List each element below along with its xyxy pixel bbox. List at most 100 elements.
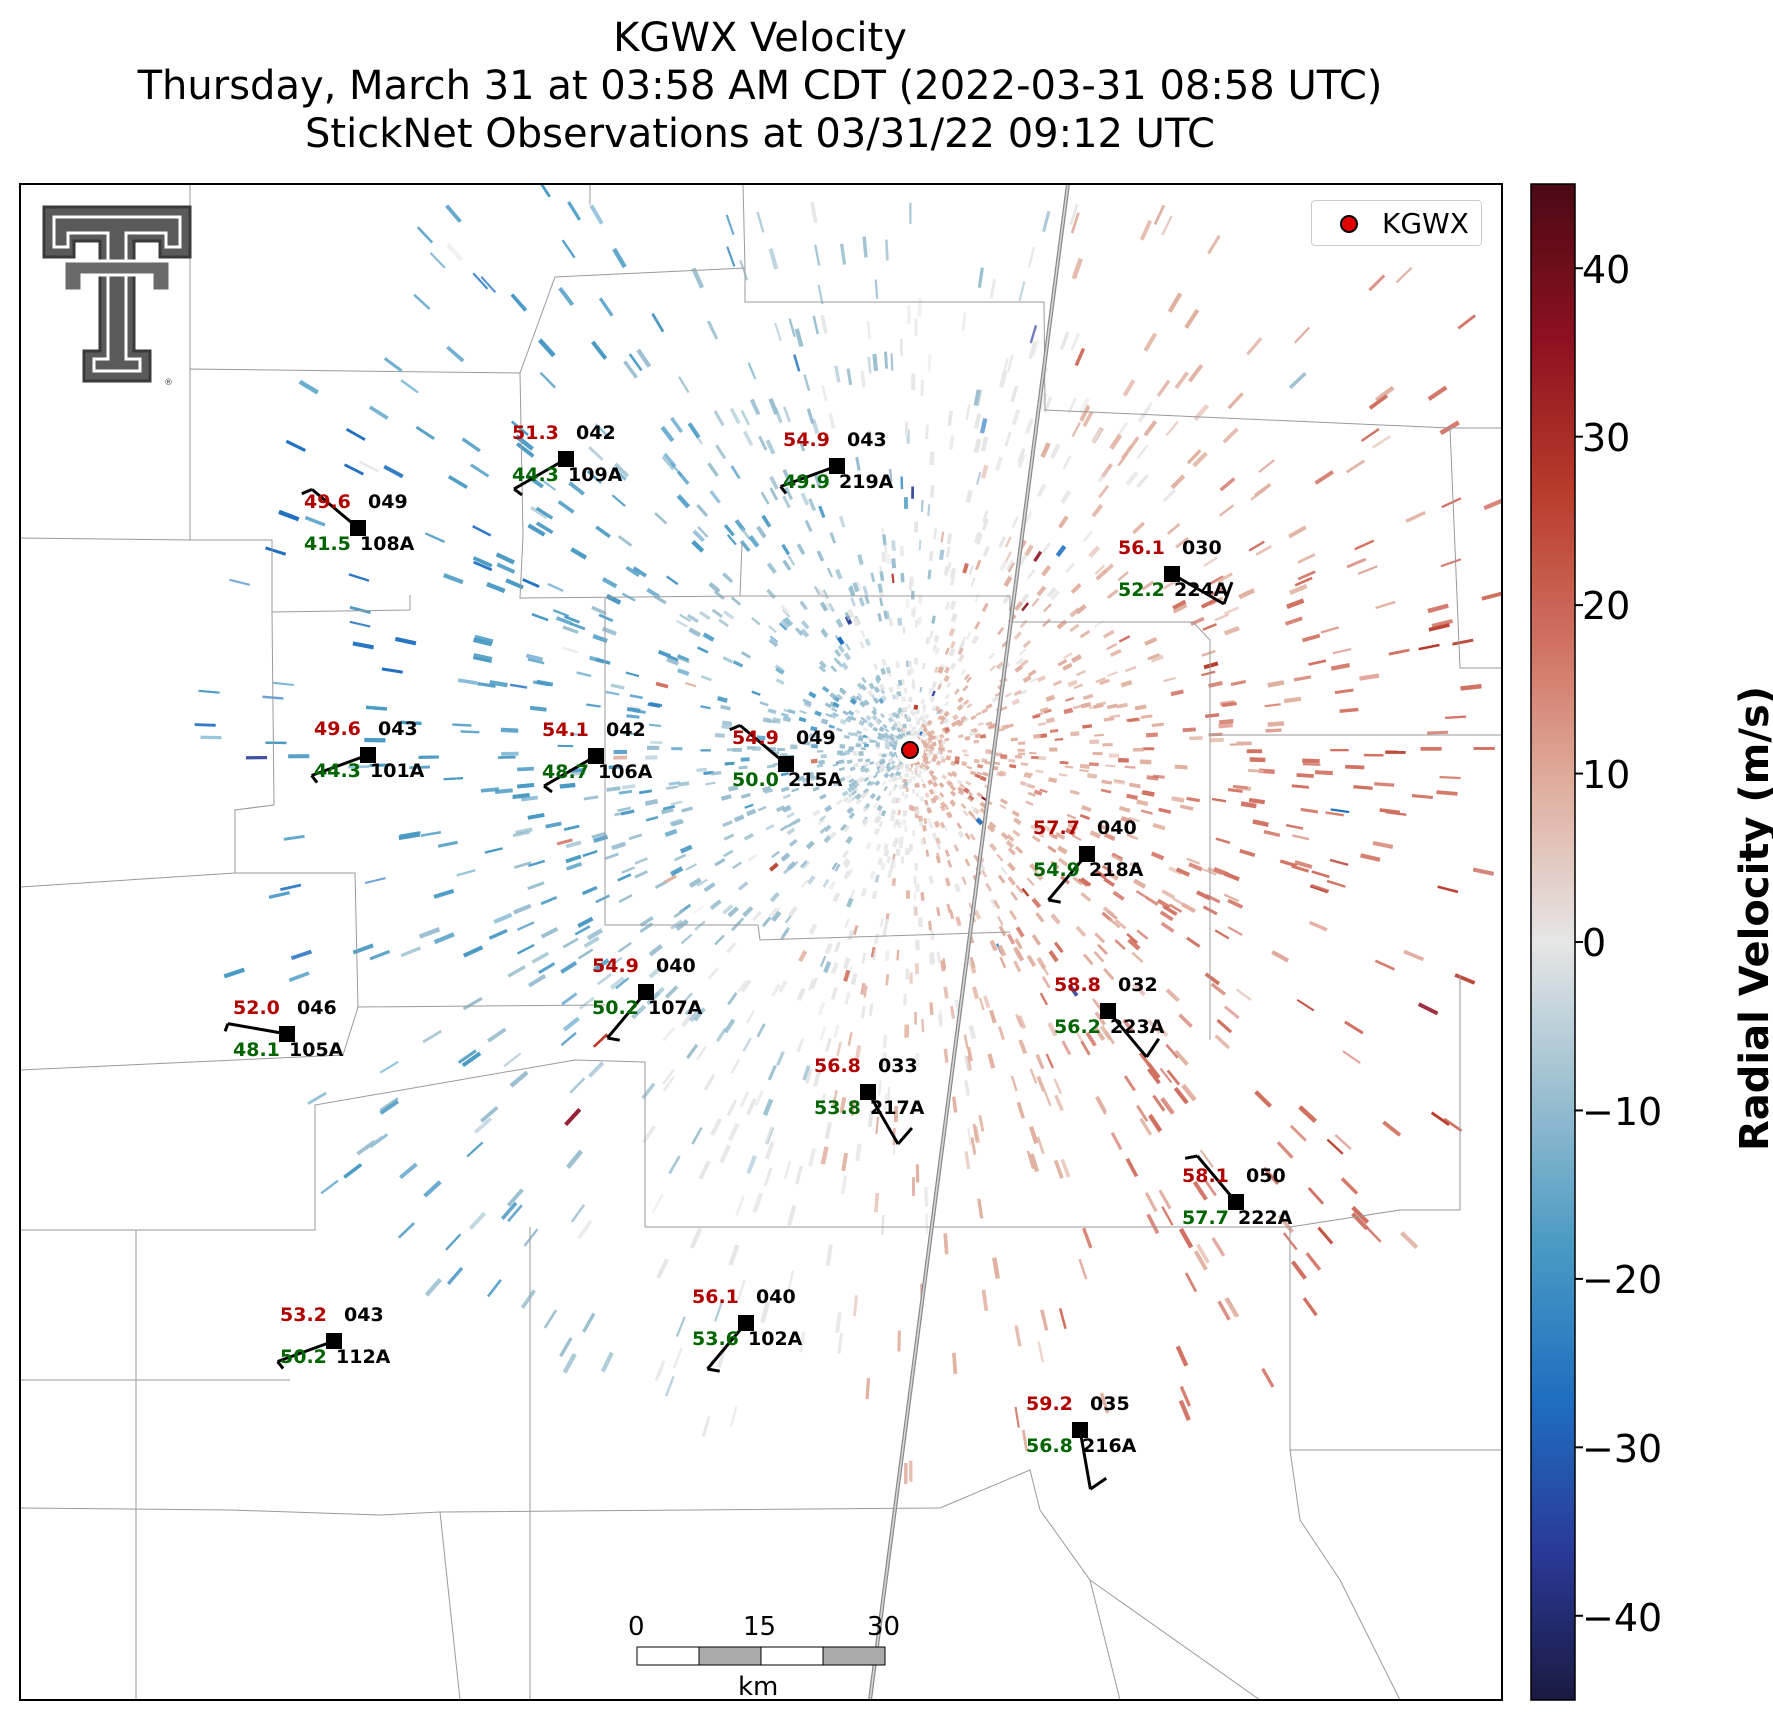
velocity-gate (1160, 921, 1175, 933)
velocity-gate (782, 609, 791, 618)
figure-title: KGWX Velocity Thursday, March 31 at 03:5… (20, 14, 1500, 158)
velocity-gate (625, 565, 640, 578)
velocity-gate (754, 1089, 764, 1107)
station-dewpoint: 41.5 (304, 533, 351, 555)
velocity-gate (860, 887, 868, 898)
velocity-gate (918, 594, 923, 604)
velocity-gate (922, 707, 927, 713)
velocity-gate (863, 743, 869, 748)
velocity-gate (1018, 281, 1026, 302)
velocity-gate (307, 1091, 327, 1105)
velocity-gate (739, 1091, 750, 1108)
velocity-gate (902, 626, 906, 634)
velocity-gate (1395, 267, 1413, 284)
velocity-gate (615, 977, 630, 990)
velocity-gate (1032, 339, 1040, 358)
velocity-gate (918, 539, 922, 551)
velocity-gate (708, 582, 721, 594)
velocity-gate (503, 1052, 522, 1068)
velocity-gate (893, 764, 900, 771)
velocity-gate (1145, 732, 1158, 738)
velocity-gate (728, 1123, 740, 1142)
colorbar-tick-label: −40 (1582, 1596, 1663, 1640)
station-id: 101A (370, 760, 425, 782)
velocity-gate (908, 696, 913, 702)
velocity-gate (379, 1060, 399, 1074)
velocity-gate (288, 754, 310, 759)
velocity-gate (1297, 553, 1316, 564)
velocity-gate (707, 462, 719, 477)
velocity-gate (710, 1117, 723, 1136)
legend-radar-marker (1340, 215, 1358, 233)
velocity-gate (909, 843, 913, 851)
velocity-gate (1070, 731, 1080, 737)
velocity-gate (1160, 1097, 1175, 1115)
velocity-gate (912, 905, 916, 915)
velocity-gate (909, 804, 912, 810)
velocity-gate (1018, 554, 1028, 566)
velocity-gate (907, 715, 911, 720)
velocity-gate (938, 549, 945, 561)
velocity-gate (1067, 397, 1077, 414)
velocity-gate (839, 718, 847, 725)
station-temperature: 58.1 (1182, 1165, 1229, 1187)
velocity-gate (878, 820, 883, 828)
velocity-gate (1218, 722, 1233, 729)
velocity-gate (989, 664, 997, 672)
velocity-gate (1195, 1243, 1210, 1264)
velocity-gate (1120, 816, 1133, 824)
velocity-gate (816, 750, 824, 753)
velocity-gate (1136, 929, 1149, 940)
velocity-gate (468, 1211, 487, 1230)
velocity-gate (906, 660, 909, 667)
velocity-gate (1037, 722, 1047, 727)
velocity-gate (909, 202, 912, 224)
velocity-gate (692, 905, 704, 915)
velocity-gate (1019, 689, 1028, 696)
velocity-gate (965, 780, 972, 786)
velocity-gate (1296, 998, 1315, 1012)
velocity-gate (1132, 982, 1146, 997)
velocity-gate (845, 774, 852, 780)
velocity-gate (960, 668, 967, 676)
velocity-gate (774, 664, 784, 672)
velocity-gate (1018, 1039, 1028, 1055)
velocity-gate (1357, 565, 1378, 575)
velocity-gate (557, 744, 574, 748)
velocity-gate (780, 618, 791, 629)
velocity-gate (895, 661, 900, 668)
legend-label: KGWX (1382, 207, 1469, 240)
velocity-gate (946, 859, 953, 868)
velocity-gate (688, 1007, 702, 1023)
velocity-gate (981, 708, 989, 714)
velocity-gate (841, 790, 849, 797)
velocity-gate (516, 921, 535, 931)
velocity-gate (1053, 1078, 1063, 1095)
velocity-gate (867, 430, 873, 445)
velocity-gate (943, 986, 949, 999)
station-temperature: 53.2 (280, 1304, 327, 1326)
velocity-gate (543, 1309, 558, 1329)
velocity-gate (944, 693, 951, 700)
velocity-gate (980, 869, 988, 878)
velocity-gate (910, 709, 914, 715)
velocity-gate (914, 863, 918, 871)
velocity-gate (457, 678, 478, 685)
velocity-gate (752, 1192, 764, 1213)
velocity-gate (555, 616, 573, 626)
velocity-gate (787, 708, 796, 715)
velocity-gate (576, 671, 592, 678)
velocity-gate (749, 398, 761, 416)
velocity-gate (1114, 919, 1127, 930)
velocity-gate (877, 809, 884, 817)
velocity-gate (775, 678, 785, 686)
velocity-gate (1222, 427, 1239, 444)
velocity-gate (742, 1037, 752, 1052)
velocity-gate (864, 594, 870, 605)
velocity-gate (767, 719, 776, 724)
station-temperature: 59.2 (1026, 1393, 1073, 1415)
velocity-gate (982, 771, 989, 777)
velocity-gate (838, 515, 846, 528)
station-temperature: 54.9 (783, 429, 830, 451)
velocity-gate (884, 1093, 888, 1110)
